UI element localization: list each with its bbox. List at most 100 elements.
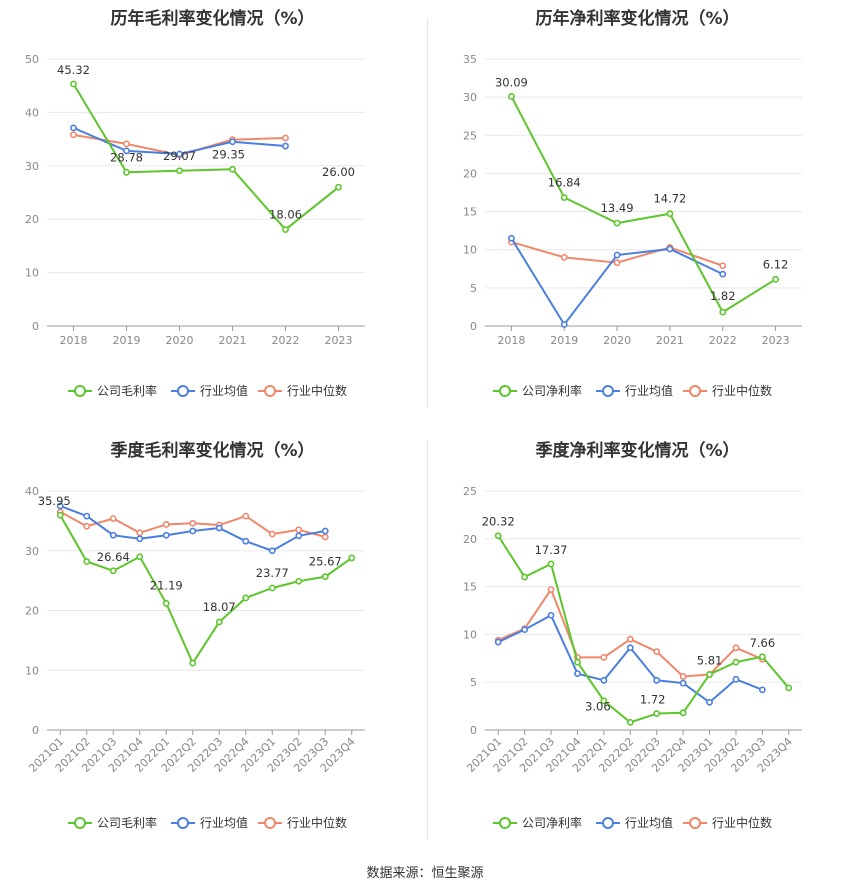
data-point-company: [785, 684, 793, 692]
data-point-median: [613, 259, 621, 267]
annual-gross-margin-panel: 历年毛利率变化情况（%） 0 10 20 30 40 50 2018 2019 2020 2021…: [0, 0, 425, 432]
legend-item-avg[interactable]: 行业均值: [596, 815, 673, 830]
legend-marker: [602, 817, 614, 829]
y-tick-label: 40: [25, 106, 39, 119]
data-point-company: [626, 718, 634, 726]
data-point-company: [321, 573, 329, 581]
y-tick-label: 10: [25, 267, 39, 280]
legend-item-company[interactable]: 公司净利率: [493, 383, 582, 398]
data-point-company: [508, 93, 515, 100]
legend-label: 公司净利率: [522, 383, 582, 398]
x-tick-label: 2022: [709, 334, 737, 347]
y-tick-label: 0: [470, 724, 477, 737]
data-point-company: [613, 219, 621, 227]
series-line-median: [497, 588, 763, 678]
data-point-median: [109, 515, 117, 522]
series-line-company: [497, 535, 790, 724]
y-tick-label: 10: [25, 664, 39, 677]
data-point-avg: [653, 676, 661, 684]
data-point-company: [282, 226, 289, 233]
legend-marker: [689, 817, 701, 829]
data-point-avg: [176, 150, 183, 158]
data-point-avg: [215, 524, 223, 532]
y-tick-label: 30: [25, 545, 39, 558]
data-point-avg: [666, 245, 674, 253]
legend-label: 公司毛利率: [97, 815, 157, 830]
data-point-company: [268, 584, 276, 592]
data-point-avg: [83, 512, 91, 520]
legend-item-avg[interactable]: 行业均值: [596, 383, 673, 398]
data-source-note: 数据来源：恒生聚源: [366, 866, 484, 881]
y-tick-label: 30: [463, 91, 477, 104]
data-point-avg: [574, 670, 581, 677]
legend-marker: [689, 385, 701, 397]
data-point-company: [162, 599, 170, 607]
data-label: 26.64: [97, 550, 130, 564]
data-point-avg: [295, 532, 303, 540]
y-tick-label: 30: [25, 160, 39, 173]
quarterly-gross-margin-panel: 季度毛利率变化情况（%） 0 10 20 30 40 2021Q1 2021Q2 2021Q3…: [0, 432, 425, 864]
quarterly-net-margin-chart: 05101520252021Q12021Q22021Q32021Q42022Q1…: [463, 485, 802, 830]
legend-label: 行业中位数: [287, 383, 347, 398]
legend-item-median[interactable]: 行业中位数: [683, 815, 772, 830]
data-point-avg: [521, 626, 529, 634]
legend-item-company[interactable]: 公司毛利率: [68, 383, 157, 398]
data-point-company: [109, 567, 117, 575]
data-label: 29.35: [212, 147, 245, 161]
data-point-avg: [758, 686, 766, 694]
data-point-median: [189, 519, 197, 527]
data-label: 18.07: [203, 600, 236, 614]
data-point-avg: [706, 698, 713, 706]
series-line-company: [59, 514, 353, 665]
data-label: 45.32: [57, 63, 90, 77]
data-label: 6.12: [763, 257, 789, 271]
data-point-median: [136, 529, 144, 537]
chart-title: 季度毛利率变化情况（%）: [110, 441, 315, 461]
data-point-company: [758, 653, 766, 661]
x-tick-label: 2018: [60, 334, 88, 347]
data-point-avg: [56, 502, 64, 510]
data-point-company: [348, 554, 356, 562]
data-point-company: [574, 658, 581, 666]
data-point-median: [547, 586, 555, 593]
data-label: 5.81: [697, 653, 723, 667]
data-point-company: [521, 573, 529, 581]
data-point-company: [83, 558, 91, 565]
data-point-avg: [600, 676, 608, 684]
annual-net-margin-chart: 0 5 10 15 20 25 30 35 2018 2019 2020 2021 2022 2023 30…: [463, 53, 802, 398]
data-point-median: [679, 673, 687, 680]
x-tick-label: 2019: [113, 334, 141, 347]
data-point-avg: [162, 531, 170, 539]
legend-marker: [264, 385, 276, 397]
data-label: 23.77: [256, 566, 289, 580]
legend-marker: [74, 817, 86, 829]
data-point-avg: [626, 644, 634, 652]
legend-item-median[interactable]: 行业中位数: [258, 815, 347, 830]
legend-item-company[interactable]: 公司毛利率: [68, 815, 157, 830]
data-label: 7.66: [750, 636, 776, 650]
data-point-company: [547, 560, 555, 568]
data-label: 14.72: [653, 192, 686, 206]
data-point-company: [56, 511, 64, 519]
legend-label: 公司毛利率: [97, 383, 157, 398]
data-label: 29.07: [163, 149, 196, 163]
data-point-median: [83, 522, 91, 530]
legend-item-median[interactable]: 行业中位数: [683, 383, 772, 398]
legend-label: 行业均值: [625, 383, 673, 398]
y-tick-label: 15: [463, 581, 477, 594]
legend-item-avg[interactable]: 行业均值: [171, 815, 248, 830]
data-point-company: [719, 308, 727, 316]
data-point-company: [600, 697, 608, 705]
legend-item-median[interactable]: 行业中位数: [258, 383, 347, 398]
legend-item-company[interactable]: 公司净利率: [493, 815, 582, 830]
data-point-avg: [679, 679, 687, 687]
data-point-avg: [547, 611, 555, 619]
legend-item-avg[interactable]: 行业均值: [171, 383, 248, 398]
divider: [427, 18, 428, 408]
chart-title: 历年毛利率变化情况（%）: [110, 9, 315, 29]
data-point-company: [335, 183, 342, 191]
data-point-avg: [282, 142, 289, 150]
data-point-avg: [321, 527, 329, 535]
y-tick-label: 0: [32, 320, 39, 333]
data-point-avg: [268, 547, 276, 555]
